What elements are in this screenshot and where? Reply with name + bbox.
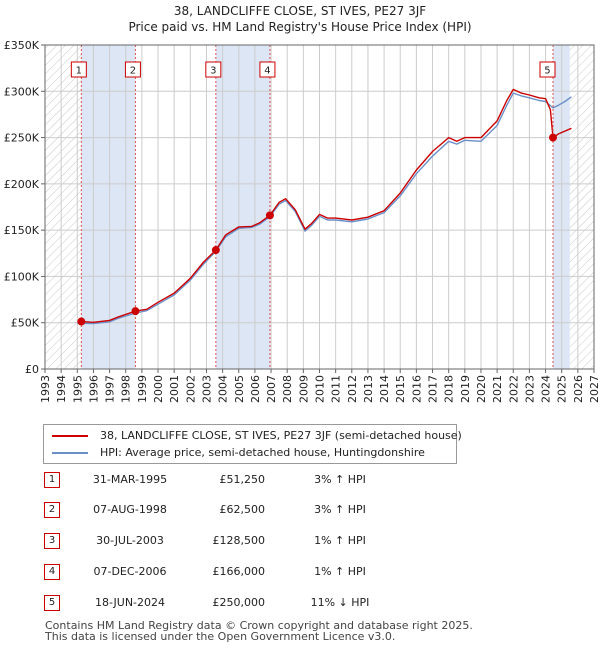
sale-point <box>77 317 86 326</box>
sale-date: 07-DEC-2006 <box>93 565 167 578</box>
x-tick-label: 2008 <box>281 375 294 403</box>
x-tick-label: 2021 <box>491 375 504 403</box>
table-row: 2 07-AUG-1998 £62,500 3% ↑ HPI <box>0 500 600 520</box>
legend-swatch-hpi <box>52 452 88 454</box>
sale-number-box: 3 <box>44 533 60 549</box>
x-tick-label: 1995 <box>71 375 84 403</box>
y-tick-label: £250K <box>4 132 40 145</box>
chart-title: 38, LANDCLIFFE CLOSE, ST IVES, PE27 3JF <box>173 4 427 18</box>
sale-label-text: 2 <box>130 66 136 77</box>
x-tick-label: 2012 <box>346 375 359 403</box>
x-tick-label: 2019 <box>459 375 472 403</box>
hpi-line <box>77 92 572 325</box>
price-chart: 1 2 3 4 5 £0 £50K £100K £150K £200K £250K £300K £35… <box>4 39 600 403</box>
y-tick-label: £0 <box>25 363 39 376</box>
sale-price: £62,500 <box>219 503 266 516</box>
x-tick-label: 2020 <box>475 375 488 403</box>
y-tick-label: £100K <box>4 270 40 283</box>
y-tick-label: £50K <box>11 317 40 330</box>
table-row: 1 31-MAR-1995 £51,250 3% ↑ HPI <box>0 470 600 490</box>
sale-date: 31-MAR-1995 <box>92 473 168 486</box>
chart-subtitle: Price paid vs. HM Land Registry's House … <box>128 20 472 34</box>
property-price-line <box>81 88 572 323</box>
legend-label-property: 38, LANDCLIFFE CLOSE, ST IVES, PE27 3JF … <box>100 429 462 442</box>
x-tick-label: 2004 <box>217 375 230 403</box>
sale-point <box>265 211 274 220</box>
hatched-region <box>45 45 82 369</box>
sale-number-box: 1 <box>44 472 60 488</box>
y-tick-label: £300K <box>4 85 40 98</box>
x-tick-label: 2000 <box>152 375 165 403</box>
x-tick-label: 2025 <box>556 375 569 403</box>
x-tick-label: 2013 <box>362 375 375 403</box>
sale-price: £51,250 <box>219 473 266 486</box>
x-tick-label: 2002 <box>184 375 197 403</box>
footer-copyright: Contains HM Land Registry data © Crown c… <box>45 619 473 632</box>
x-tick-label: 2023 <box>523 375 536 403</box>
table-row: 3 30-JUL-2003 £128,500 1% ↑ HPI <box>0 531 600 551</box>
sale-label-text: 1 <box>76 66 82 77</box>
sale-hpi-diff: 11% ↓ HPI <box>310 596 370 609</box>
hatched-region <box>569 45 594 369</box>
sale-price: £128,500 <box>212 534 266 547</box>
sale-label-text: 3 <box>210 66 216 77</box>
y-tick-label: £350K <box>4 39 40 52</box>
sale-label-text: 4 <box>264 66 270 77</box>
x-tick-label: 1993 <box>39 375 52 403</box>
table-row: 4 07-DEC-2006 £166,000 1% ↑ HPI <box>0 562 600 582</box>
sale-price: £250,000 <box>212 596 266 609</box>
sale-date: 07-AUG-1998 <box>93 503 167 516</box>
sale-hpi-diff: 1% ↑ HPI <box>314 565 366 578</box>
sale-number-box: 5 <box>44 595 60 611</box>
sale-point <box>548 133 557 142</box>
sale-point <box>211 246 220 255</box>
x-tick-label: 2015 <box>394 375 407 403</box>
sale-price: £166,000 <box>212 565 266 578</box>
x-tick-label: 2001 <box>168 375 181 403</box>
sale-hpi-diff: 3% ↑ HPI <box>314 473 366 486</box>
x-tick-label: 2014 <box>378 375 391 403</box>
x-tick-label: 2005 <box>233 375 246 403</box>
sale-label-box <box>124 61 141 78</box>
x-tick-label: 2006 <box>249 375 262 403</box>
shaded-ownership-region <box>81 45 136 369</box>
sale-hpi-diff: 1% ↑ HPI <box>314 534 366 547</box>
sale-hpi-diff: 3% ↑ HPI <box>314 503 366 516</box>
x-tick-label: 2016 <box>410 375 423 403</box>
chart-legend: 38, LANDCLIFFE CLOSE, ST IVES, PE27 3JF … <box>43 424 462 464</box>
footer-license: This data is licensed under the Open Gov… <box>45 630 396 643</box>
sale-label-box <box>70 61 87 78</box>
sale-label-box <box>259 61 276 78</box>
x-tick-label: 2026 <box>572 375 585 403</box>
x-tick-label: 2027 <box>588 375 600 403</box>
x-tick-label: 2024 <box>540 375 553 403</box>
sale-label-box <box>539 61 556 78</box>
x-tick-label: 2022 <box>507 375 520 403</box>
x-tick-label: 1996 <box>87 375 100 403</box>
sale-date: 18-JUN-2024 <box>94 596 166 609</box>
sale-number-box: 2 <box>44 502 60 518</box>
x-tick-label: 2011 <box>330 375 343 403</box>
x-tick-label: 2007 <box>265 375 278 403</box>
x-tick-label: 2018 <box>443 375 456 403</box>
x-tick-label: 1997 <box>104 375 117 403</box>
sale-number-box: 4 <box>44 564 60 580</box>
x-tick-label: 1999 <box>136 375 149 403</box>
x-tick-label: 2010 <box>314 375 327 403</box>
y-tick-label: £200K <box>4 178 40 191</box>
x-tick-label: 1998 <box>120 375 133 403</box>
shaded-ownership-region <box>215 45 270 369</box>
sale-point <box>131 307 140 316</box>
x-tick-label: 2017 <box>427 375 440 403</box>
sale-date: 30-JUL-2003 <box>96 534 164 547</box>
legend-swatch-property <box>52 435 88 437</box>
x-tick-label: 2003 <box>200 375 213 403</box>
x-tick-label: 2009 <box>297 375 310 403</box>
sale-label-text: 5 <box>544 66 550 77</box>
sale-label-box <box>205 61 222 78</box>
legend-label-hpi: HPI: Average price, semi-detached house,… <box>100 446 425 459</box>
y-tick-label: £150K <box>4 224 40 237</box>
x-tick-label: 1994 <box>55 375 68 403</box>
table-row: 5 18-JUN-2024 £250,000 11% ↓ HPI <box>0 593 600 613</box>
